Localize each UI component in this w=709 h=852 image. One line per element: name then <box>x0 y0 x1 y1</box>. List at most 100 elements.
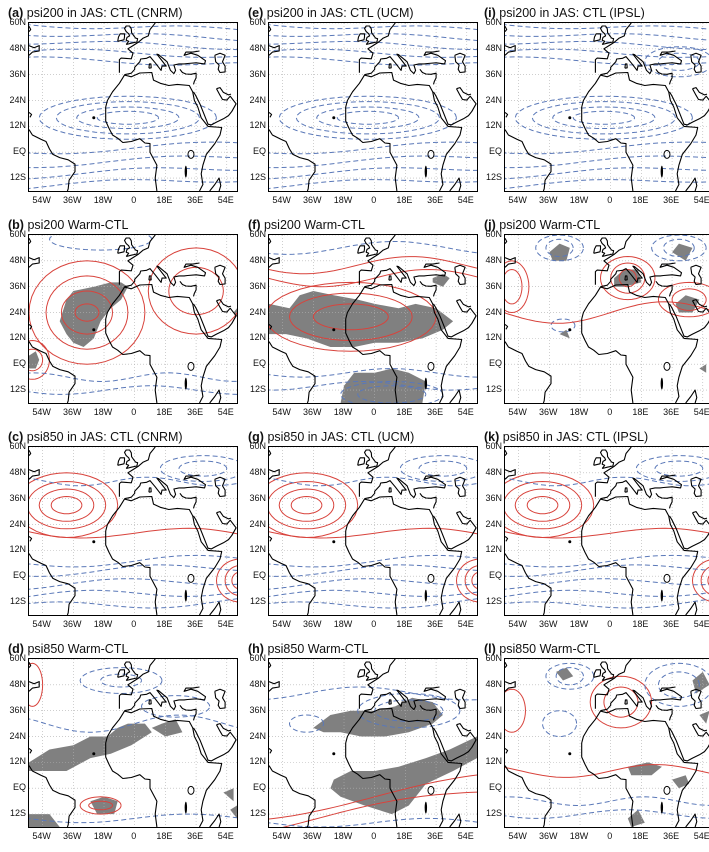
lon-tick-label: 36W <box>57 831 87 841</box>
lon-tick-label: 36W <box>533 407 563 417</box>
lon-tick-label: 54E <box>451 407 481 417</box>
negative-contour <box>77 107 179 129</box>
lat-tick-label: 12S <box>480 384 502 394</box>
significance-shading <box>341 369 426 404</box>
negative-contour <box>56 102 199 134</box>
lon-tick-label: 36E <box>656 407 686 417</box>
negative-contour <box>29 180 237 189</box>
coastline <box>269 112 272 117</box>
coastline <box>625 488 627 492</box>
lat-tick-label: 36N <box>480 493 502 503</box>
significance-shading <box>230 806 237 819</box>
positive-contour <box>457 559 478 602</box>
panel-title-text: psi850 in JAS: CTL (UCM) <box>267 430 414 444</box>
lat-tick-label: 36N <box>244 69 266 79</box>
coastline <box>594 246 601 254</box>
coastline <box>269 342 315 403</box>
lat-tick-label: 48N <box>4 467 26 477</box>
coastline <box>450 390 461 403</box>
lon-tick-label: 0 <box>595 831 625 841</box>
lon-tick-label: 36E <box>420 831 450 841</box>
lat-tick-label: 36N <box>244 705 266 715</box>
lon-tick-label: 18E <box>389 619 419 629</box>
lon-tick-label: 18W <box>564 619 594 629</box>
lat-tick-label: 60N <box>480 229 502 239</box>
lake-outline <box>425 378 427 390</box>
lat-tick-label: 36N <box>244 281 266 291</box>
negative-contour <box>269 168 477 179</box>
lon-tick-label: 0 <box>119 831 149 841</box>
coastline <box>269 238 271 243</box>
significance-shading <box>90 797 117 814</box>
coastline <box>625 700 627 704</box>
lat-tick-label: 36N <box>480 69 502 79</box>
lat-tick-label: 24N <box>4 519 26 529</box>
lat-tick-label: 12N <box>480 332 502 342</box>
lat-tick-label: 36N <box>4 281 26 291</box>
negative-contour <box>269 599 477 608</box>
lon-tick-label: 54E <box>451 195 481 205</box>
island-marker <box>568 540 571 543</box>
lat-tick-label: EQ <box>4 570 26 580</box>
coastline <box>125 662 138 681</box>
lat-tick-label: 60N <box>4 653 26 663</box>
panel-title-text: psi850 Warm-CTL <box>267 642 368 656</box>
coastline <box>686 178 697 191</box>
negative-contour <box>179 461 227 476</box>
coastline <box>365 662 378 681</box>
island-marker <box>568 116 571 119</box>
coastline <box>29 258 39 268</box>
lat-tick-label: 36N <box>4 705 26 715</box>
lon-tick-label: 18E <box>149 831 179 841</box>
panel-title-text: psi200 in JAS: CTL (IPSL) <box>499 6 644 20</box>
coastline <box>125 450 138 469</box>
map-area <box>268 22 478 192</box>
lat-tick-label: EQ <box>244 782 266 792</box>
panel-title: (i) psi200 in JAS: CTL (IPSL) <box>484 4 645 22</box>
coastline <box>601 687 682 711</box>
coastline <box>594 458 601 466</box>
lon-tick-label: 18E <box>625 407 655 417</box>
lat-tick-label: 24N <box>480 731 502 741</box>
coastline <box>420 493 436 508</box>
coastline <box>106 107 157 191</box>
negative-contour <box>269 590 477 597</box>
negative-contour <box>551 319 575 332</box>
coastline <box>180 281 196 296</box>
lat-tick-label: 12S <box>244 596 266 606</box>
coastline <box>269 536 272 541</box>
significance-shading <box>699 364 706 373</box>
coastline <box>582 319 633 403</box>
lat-tick-label: 60N <box>244 653 266 663</box>
lon-tick-label: 36E <box>180 407 210 417</box>
coastline <box>505 112 508 117</box>
lon-tick-label: 54E <box>687 619 709 629</box>
coastline <box>505 26 507 31</box>
coastline <box>180 493 196 508</box>
lon-tick-label: 18W <box>564 407 594 417</box>
lake-outline <box>185 590 187 602</box>
lon-tick-label: 0 <box>359 407 389 417</box>
lat-tick-label: 36N <box>244 493 266 503</box>
lake-outline <box>188 574 194 582</box>
positive-contour <box>29 528 237 538</box>
negative-contour <box>80 668 162 694</box>
coastline <box>269 748 272 753</box>
lon-tick-label: 54W <box>27 407 57 417</box>
negative-contour <box>29 373 237 382</box>
map-svg <box>505 659 709 827</box>
negative-contour <box>658 53 699 70</box>
coastline <box>595 659 631 709</box>
lon-tick-label: 54W <box>503 407 533 417</box>
lat-tick-label: 60N <box>244 229 266 239</box>
coastline <box>106 73 222 192</box>
coastline <box>505 450 507 455</box>
coastline <box>656 281 672 296</box>
panel-title-text: psi200 Warm-CTL <box>27 218 128 232</box>
panel-title-text: psi850 in JAS: CTL (IPSL) <box>503 430 648 444</box>
coastline <box>269 682 279 692</box>
lat-tick-label: EQ <box>4 358 26 368</box>
coastline <box>106 743 157 827</box>
